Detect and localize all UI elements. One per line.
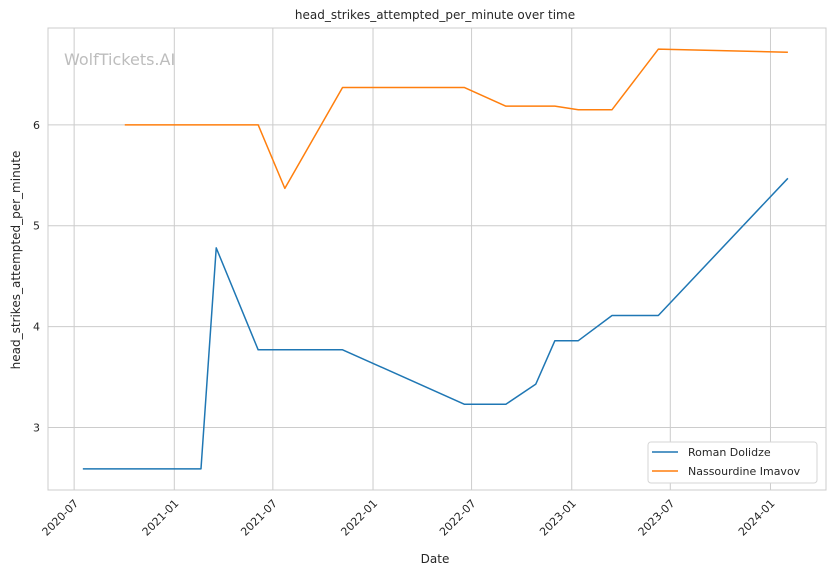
x-tick-label: 2024-01 xyxy=(736,497,778,539)
series-group xyxy=(82,48,789,470)
legend-label-roman-dolidze: Roman Dolidze xyxy=(688,446,771,459)
plot-area xyxy=(47,27,827,491)
x-tick-label: 2021-07 xyxy=(238,497,280,539)
x-tick-label: 2020-07 xyxy=(40,497,82,539)
y-tick-label: 6 xyxy=(33,119,40,132)
legend-label-nassourdine-imavov: Nassourdine Imavov xyxy=(688,465,801,478)
chart-title: head_strikes_attempted_per_minute over t… xyxy=(295,8,575,22)
legend-box xyxy=(647,441,818,484)
y-tick-label: 3 xyxy=(33,421,40,434)
x-tick-label: 2023-07 xyxy=(636,497,678,539)
x-tick-label: 2021-01 xyxy=(140,497,182,539)
y-tick-label: 4 xyxy=(33,321,40,334)
x-tick-label: 2023-01 xyxy=(537,497,579,539)
x-axis-label: Date xyxy=(421,552,450,566)
legend: Roman Dolidze Nassourdine Imavov xyxy=(647,441,818,484)
x-tick-label: 2022-07 xyxy=(437,497,479,539)
y-tick-label: 5 xyxy=(33,220,40,233)
x-tick-label: 2022-01 xyxy=(338,497,380,539)
watermark: WolfTickets.AI xyxy=(64,50,175,69)
y-axis-label: head_strikes_attempted_per_minute xyxy=(9,151,23,370)
